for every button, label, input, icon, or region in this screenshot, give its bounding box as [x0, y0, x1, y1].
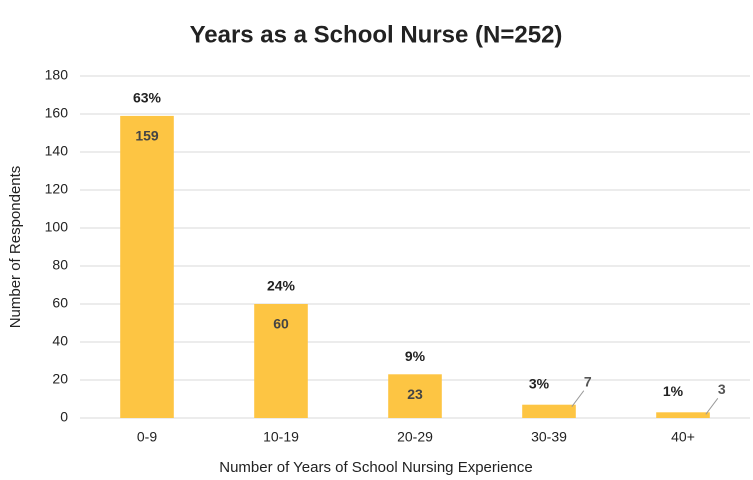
- bar: [388, 374, 442, 418]
- y-tick-label: 20: [52, 371, 68, 387]
- percent-label: 1%: [663, 383, 684, 399]
- bar: [656, 412, 710, 418]
- data-label: 23: [407, 386, 423, 402]
- y-tick-label: 120: [45, 181, 69, 197]
- data-label: 3: [718, 381, 726, 397]
- y-tick-label: 0: [60, 409, 68, 425]
- percent-label: 63%: [133, 90, 162, 106]
- leader-line: [705, 397, 719, 415]
- y-tick-label: 40: [52, 333, 68, 349]
- bar: [522, 404, 576, 418]
- bar: [120, 115, 174, 419]
- chart-title: Years as a School Nurse (N=252): [190, 21, 563, 48]
- y-tick-label: 60: [52, 295, 68, 311]
- y-tick-label: 80: [52, 257, 68, 273]
- data-label: 60: [273, 316, 289, 332]
- bar: [254, 304, 308, 418]
- percent-label: 9%: [405, 348, 426, 364]
- percent-label: 3%: [529, 375, 550, 391]
- y-tick-label: 180: [45, 67, 69, 83]
- percent-label: 24%: [267, 278, 296, 294]
- y-tick-label: 160: [45, 105, 69, 121]
- x-tick-label: 0-9: [137, 429, 157, 445]
- y-axis-label: Number of Respondents: [7, 166, 24, 329]
- y-tick-label: 100: [45, 219, 69, 235]
- data-label: 7: [584, 373, 592, 389]
- x-axis-label: Number of Years of School Nursing Experi…: [219, 459, 533, 476]
- x-tick-label: 20-29: [397, 429, 433, 445]
- data-label: 159: [135, 128, 159, 144]
- x-tick-label: 40+: [671, 429, 695, 445]
- leader-line: [571, 390, 585, 408]
- x-tick-label: 10-19: [263, 429, 299, 445]
- y-tick-label: 140: [45, 143, 69, 159]
- x-tick-label: 30-39: [531, 429, 567, 445]
